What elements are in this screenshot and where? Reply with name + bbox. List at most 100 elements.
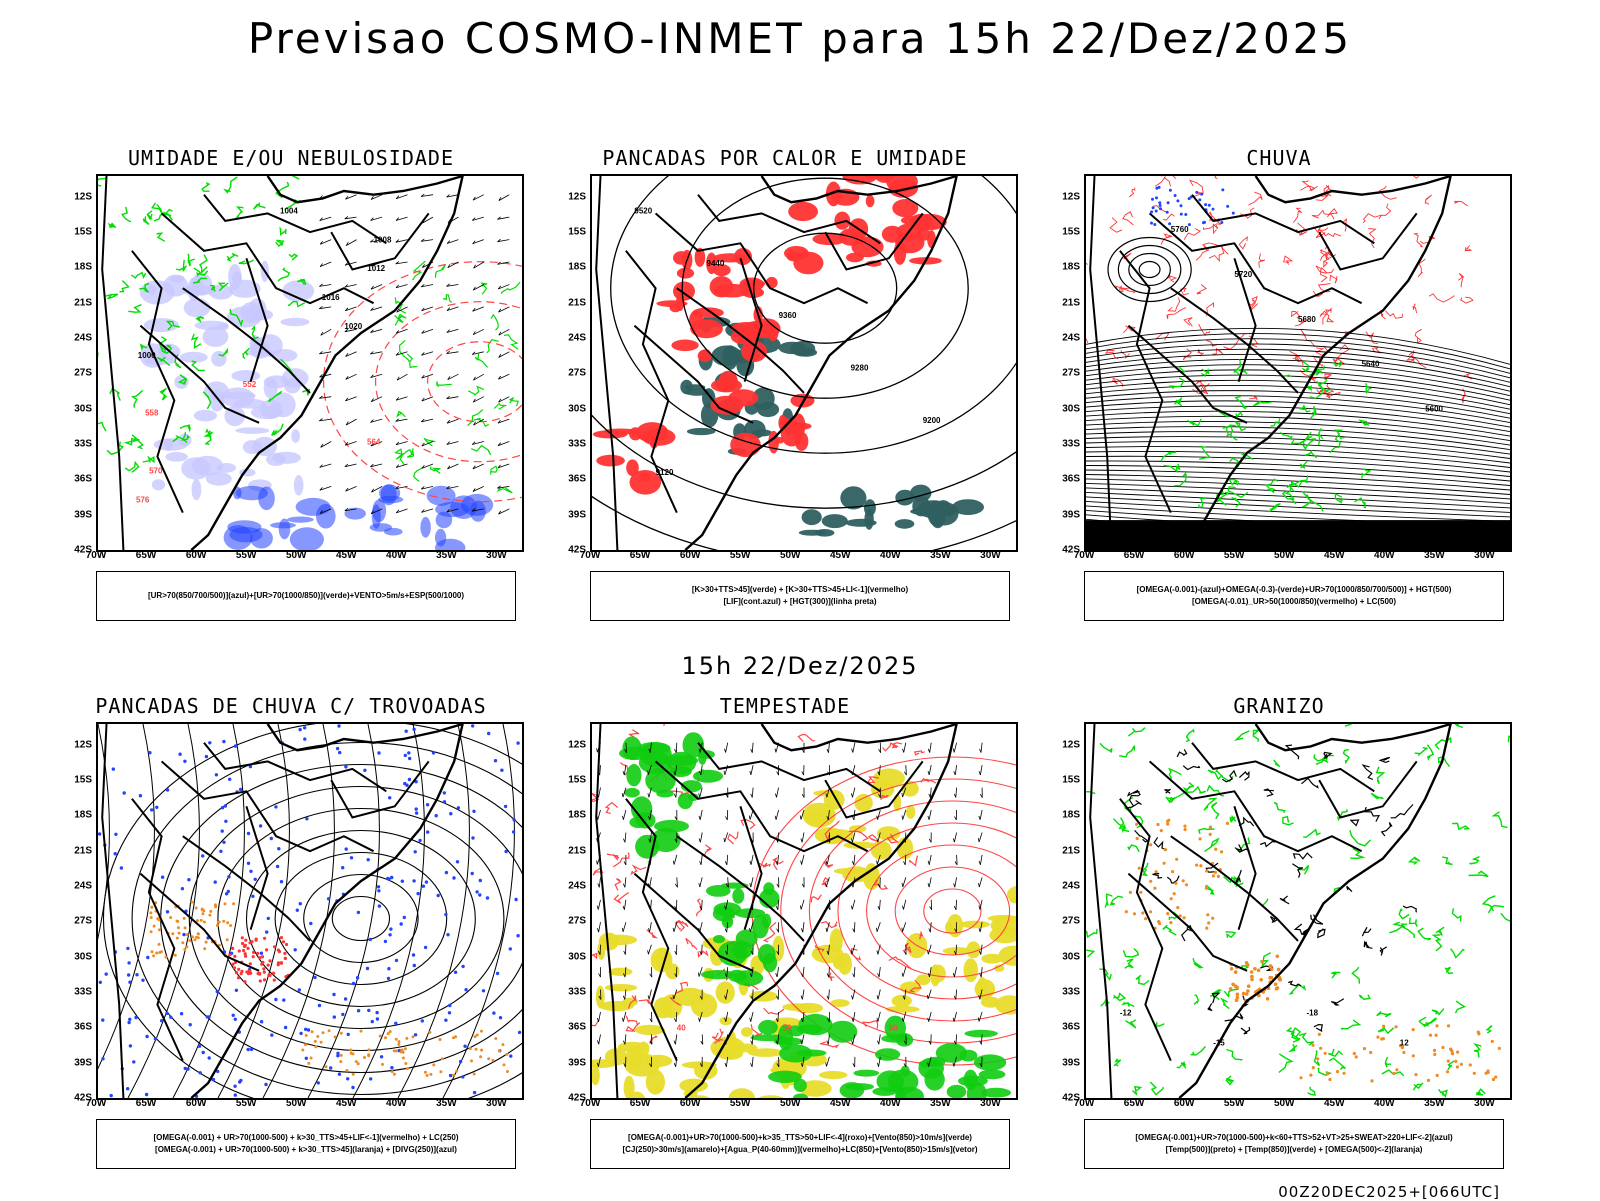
latitude-tick: 21S bbox=[1062, 845, 1080, 856]
panel-legend: [UR>70(850/700/500)](azul)+[UR>70(1000/8… bbox=[96, 571, 516, 621]
moisture-label: 40 bbox=[677, 1024, 686, 1033]
longitude-tick: 45W bbox=[1324, 550, 1345, 561]
latitude-tick: 27S bbox=[74, 916, 92, 927]
longitude-tick: 70W bbox=[580, 550, 601, 561]
longitude-tick: 55W bbox=[236, 550, 257, 561]
latitude-tick: 39S bbox=[1062, 1057, 1080, 1068]
longitude-tick: 60W bbox=[680, 1098, 701, 1109]
longitude-tick: 30W bbox=[980, 1098, 1001, 1109]
longitude-tick: 60W bbox=[186, 550, 207, 561]
longitude-tick: 35W bbox=[930, 1098, 951, 1109]
latitude-tick: 24S bbox=[568, 332, 586, 343]
forecast-map bbox=[98, 724, 522, 1098]
panel-title: CHUVA bbox=[1044, 146, 1514, 170]
longitude-tick: 65W bbox=[136, 1098, 157, 1109]
geopotential-label: 5720 bbox=[1234, 270, 1252, 279]
geopotential-label: 5680 bbox=[1298, 315, 1316, 324]
temperature-label: -18 bbox=[1307, 1009, 1319, 1018]
latitude-tick: 39S bbox=[568, 1057, 586, 1068]
legend-line: [OMEGA(-0.001)-(azul)+OMEGA(-0.3)-(verde… bbox=[1085, 584, 1503, 596]
moisture-label: 50 bbox=[783, 1024, 792, 1033]
latitude-tick: 18S bbox=[568, 262, 586, 273]
latitude-tick: 24S bbox=[1062, 880, 1080, 891]
latitude-tick: 21S bbox=[568, 297, 586, 308]
panel-legend: [OMEGA(-0.001)+UR>70(1000-500)+k<60+TTS>… bbox=[1084, 1119, 1504, 1169]
latitude-tick: 27S bbox=[568, 916, 586, 927]
longitude-tick: 65W bbox=[630, 1098, 651, 1109]
longitude-tick: 35W bbox=[1424, 1098, 1445, 1109]
longitude-tick: 40W bbox=[880, 550, 901, 561]
panel-legend: [OMEGA(-0.001)+UR>70(1000-500)+k>35_TTS>… bbox=[590, 1119, 1010, 1169]
latitude-tick: 30S bbox=[74, 951, 92, 962]
longitude-tick: 65W bbox=[136, 550, 157, 561]
longitude-tick: 40W bbox=[1374, 550, 1395, 561]
longitude-tick: 65W bbox=[630, 550, 651, 561]
longitude-tick: 60W bbox=[1174, 550, 1195, 561]
longitude-tick: 30W bbox=[1474, 1098, 1495, 1109]
latitude-tick: 12S bbox=[568, 739, 586, 750]
main-title: Previsao COSMO-INMET para 15h 22/Dez/202… bbox=[0, 14, 1600, 63]
panel-legend: [OMEGA(-0.001) + UR>70(1000-500) + k>30_… bbox=[96, 1119, 516, 1169]
longitude-tick: 40W bbox=[1374, 1098, 1395, 1109]
panel-legend: [OMEGA(-0.001)-(azul)+OMEGA(-0.3)-(verde… bbox=[1084, 571, 1504, 621]
longitude-tick: 35W bbox=[1424, 550, 1445, 561]
longitude-tick: 35W bbox=[436, 550, 457, 561]
latitude-tick: 18S bbox=[74, 810, 92, 821]
longitude-tick: 50W bbox=[1274, 550, 1295, 561]
longitude-tick: 60W bbox=[1174, 1098, 1195, 1109]
latitude-tick: 30S bbox=[568, 403, 586, 414]
forecast-map: 40 50 60 bbox=[592, 724, 1016, 1098]
longitude-tick: 70W bbox=[580, 1098, 601, 1109]
longitude-tick: 65W bbox=[1124, 550, 1145, 561]
latitude-tick: 27S bbox=[568, 368, 586, 379]
height-label: 9520 bbox=[634, 206, 652, 215]
legend-line: [K>30+TTS>45](verde) + [K>30+TTS>45+LI<-… bbox=[591, 584, 1009, 596]
latitude-tick: 39S bbox=[74, 509, 92, 520]
moisture-label: 60 bbox=[889, 1024, 898, 1033]
geopotential-label: 5640 bbox=[1362, 360, 1380, 369]
longitude-tick: 30W bbox=[486, 550, 507, 561]
panel-title: GRANIZO bbox=[1044, 694, 1514, 718]
longitude-tick: 70W bbox=[1074, 550, 1095, 561]
contour-label: 570 bbox=[149, 467, 163, 476]
latitude-tick: 36S bbox=[74, 1022, 92, 1033]
longitude-tick: 45W bbox=[336, 1098, 357, 1109]
height-label: 9280 bbox=[851, 364, 869, 373]
map-view bbox=[96, 722, 524, 1100]
latitude-tick: 30S bbox=[74, 403, 92, 414]
latitude-tick: 39S bbox=[1062, 509, 1080, 520]
panel-title: PANCADAS POR CALOR E UMIDADE bbox=[550, 146, 1020, 170]
latitude-tick: 21S bbox=[568, 845, 586, 856]
longitude-tick: 50W bbox=[286, 1098, 307, 1109]
panel-title: UMIDADE E/OU NEBULOSIDADE bbox=[56, 146, 526, 170]
latitude-tick: 36S bbox=[1062, 1022, 1080, 1033]
longitude-tick: 60W bbox=[680, 550, 701, 561]
longitude-tick: 50W bbox=[1274, 1098, 1295, 1109]
latitude-tick: 33S bbox=[74, 438, 92, 449]
legend-line: [OMEGA(-0.001)+UR>70(1000-500)+k<60+TTS>… bbox=[1085, 1132, 1503, 1144]
longitude-tick: 60W bbox=[186, 1098, 207, 1109]
longitude-tick: 50W bbox=[780, 550, 801, 561]
legend-line: [OMEGA(-0.001) + UR>70(1000-500) + k>30_… bbox=[97, 1144, 515, 1156]
longitude-tick: 35W bbox=[930, 550, 951, 561]
longitude-tick: 55W bbox=[730, 1098, 751, 1109]
legend-line: [Temp(500)](preto) + [Temp(850)](verde) … bbox=[1085, 1144, 1503, 1156]
longitude-tick: 30W bbox=[486, 1098, 507, 1109]
longitude-tick: 55W bbox=[730, 550, 751, 561]
contour-label: 576 bbox=[136, 495, 150, 504]
height-label: 9200 bbox=[923, 416, 941, 425]
latitude-tick: 36S bbox=[568, 474, 586, 485]
panel-legend: [K>30+TTS>45](verde) + [K>30+TTS>45+LI<-… bbox=[590, 571, 1010, 621]
model-run-id: 00Z20DEC2025+[066UTC] bbox=[1278, 1183, 1500, 1201]
